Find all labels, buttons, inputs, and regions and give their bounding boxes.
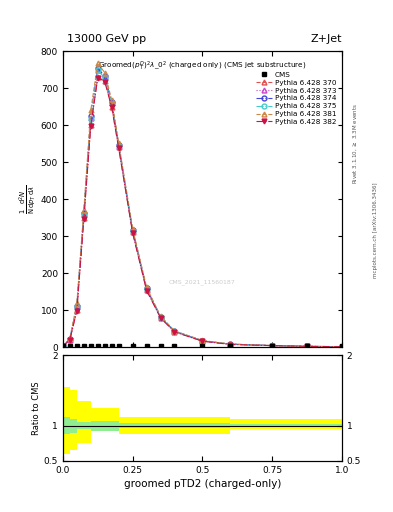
CMS: [228, 343, 233, 349]
CMS: [102, 343, 107, 349]
CMS: [116, 343, 121, 349]
Text: Rivet 3.1.10, $\geq$ 3.3M events: Rivet 3.1.10, $\geq$ 3.3M events: [352, 103, 359, 184]
Text: 13000 GeV pp: 13000 GeV pp: [67, 33, 146, 44]
CMS: [130, 343, 135, 349]
CMS: [144, 343, 149, 349]
Legend: CMS, Pythia 6.428 370, Pythia 6.428 373, Pythia 6.428 374, Pythia 6.428 375, Pyt: CMS, Pythia 6.428 370, Pythia 6.428 373,…: [254, 70, 338, 127]
Line: CMS: CMS: [61, 344, 344, 349]
Text: Z+Jet: Z+Jet: [310, 33, 342, 44]
Text: Groomed$(p_T^D)^2\lambda\_0^2$ (charged only) (CMS jet substructure): Groomed$(p_T^D)^2\lambda\_0^2$ (charged …: [98, 60, 307, 73]
CMS: [61, 343, 65, 349]
Text: mcplots.cern.ch [arXiv:1306.3436]: mcplots.cern.ch [arXiv:1306.3436]: [373, 183, 378, 278]
CMS: [270, 343, 275, 349]
CMS: [340, 343, 344, 349]
X-axis label: groomed pTD2 (charged-only): groomed pTD2 (charged-only): [124, 479, 281, 489]
CMS: [200, 343, 205, 349]
CMS: [109, 343, 114, 349]
Y-axis label: $\frac{1}{\mathrm{N}}\frac{\mathrm{d}^2N}{\mathrm{d}p_T\,\mathrm{d}\lambda}$: $\frac{1}{\mathrm{N}}\frac{\mathrm{d}^2N…: [17, 184, 38, 214]
CMS: [81, 343, 86, 349]
Y-axis label: Ratio to CMS: Ratio to CMS: [32, 381, 41, 435]
Text: CMS_2021_11560187: CMS_2021_11560187: [169, 279, 236, 285]
CMS: [305, 343, 309, 349]
CMS: [158, 343, 163, 349]
CMS: [172, 343, 177, 349]
CMS: [75, 343, 79, 349]
CMS: [88, 343, 93, 349]
CMS: [68, 343, 72, 349]
CMS: [95, 343, 100, 349]
